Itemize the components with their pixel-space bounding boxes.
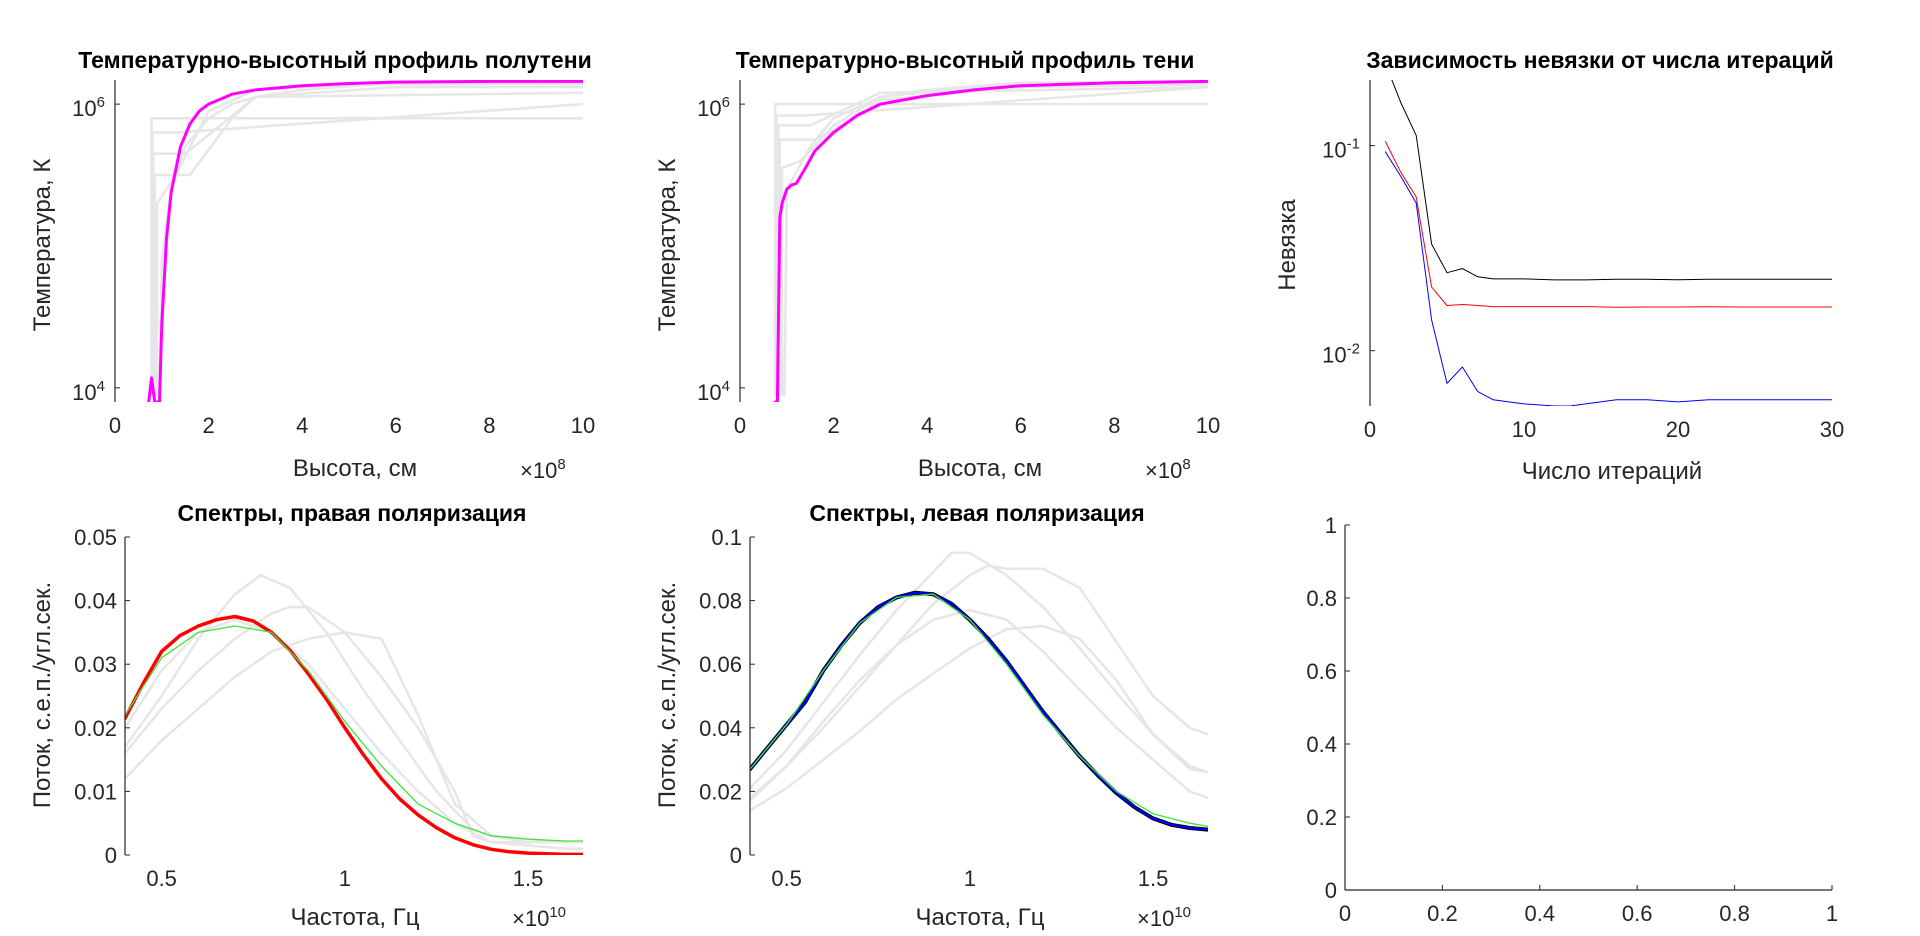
x-tick-label: 1 [1826, 901, 1838, 926]
y-axis-label: Температура, К [654, 159, 681, 332]
x-tick-label: 0.4 [1525, 901, 1556, 926]
series-line-5 [125, 614, 583, 855]
chart-title: Температурно-высотный профиль тени [736, 47, 1195, 73]
y-tick-label: 0.06 [699, 652, 742, 677]
y-tick-label: 0 [730, 843, 742, 868]
x-tick-label: 10 [1512, 417, 1536, 442]
x-exponent-label: ×1010 [512, 904, 566, 931]
x-tick-label: 4 [921, 413, 933, 438]
x-tick-label: 1 [964, 866, 976, 891]
panel-residual-vs-iterations: Зависимость невязки от числа итераций Чи… [1274, 47, 1834, 485]
x-tick-label: 1 [339, 866, 351, 891]
series-group [750, 551, 1208, 832]
series-line-6 [783, 80, 1208, 397]
y-tick-label: 0.6 [1306, 659, 1337, 684]
x-tick-label: 1.5 [1138, 866, 1169, 891]
x-tick-label: 0 [734, 413, 746, 438]
series-line-4 [125, 618, 583, 850]
x-tick-label: 8 [1108, 413, 1120, 438]
x-tick-label: 0.5 [771, 866, 802, 891]
x-tick-label: 10 [571, 413, 595, 438]
y-tick-label: 0.8 [1306, 586, 1337, 611]
chart-title: Спектры, левая поляризация [809, 500, 1144, 526]
series-line-4 [153, 85, 583, 397]
series-line-1 [1391, 80, 1832, 281]
x-tick-label: 0 [109, 413, 121, 438]
series-line-3 [125, 605, 583, 844]
series-group [773, 80, 1208, 402]
x-tick-label: 0 [1364, 417, 1376, 442]
y-tick-label: 0.02 [74, 716, 117, 741]
series-line-2 [125, 573, 583, 844]
chart-title: Зависимость невязки от числа итераций [1366, 47, 1834, 73]
x-tick-label: 2 [827, 413, 839, 438]
plot-area-6: 0 0.2 0.4 0.6 0.8 1 0 0.2 0.4 0.6 0.8 1 [1306, 513, 1838, 926]
y-tick-label: 0.05 [74, 525, 117, 550]
x-tick-label: 2 [202, 413, 214, 438]
panel-spectra-left-polarization: Спектры, левая поляризация Частота, Гц П… [654, 500, 1191, 931]
x-tick-label: 6 [390, 413, 402, 438]
series-line-6 [125, 625, 583, 842]
x-tick-label: 4 [296, 413, 308, 438]
y-tick-label: 0.02 [699, 779, 742, 804]
y-tick-label: 0.2 [1306, 805, 1337, 830]
y-axis-label: Невязка [1274, 199, 1301, 291]
y-tick-label: 0.1 [711, 525, 742, 550]
x-axis-label: Частота, Гц [290, 904, 419, 931]
series-line-7 [773, 80, 1208, 402]
y-tick-label: 0.03 [74, 652, 117, 677]
series-line-7 [147, 80, 583, 402]
series-line-2 [1384, 141, 1832, 308]
y-tick-label: 0 [1325, 878, 1337, 903]
series-line-3 [1384, 151, 1832, 406]
series-group [147, 80, 583, 402]
y-tick-label: 0.04 [699, 716, 742, 741]
series-line-2 [750, 551, 1208, 790]
y-axis-label: Поток, с.е.п./угл.сек. [29, 582, 56, 808]
x-tick-label: 8 [483, 413, 495, 438]
x-tick-label: 1.5 [513, 866, 544, 891]
x-tick-label: 30 [1820, 417, 1844, 442]
y-axis-label: Температура, К [29, 159, 56, 332]
y-axis-label: Поток, с.е.п./угл.сек. [654, 582, 681, 808]
series-group [125, 573, 583, 855]
plot-area-4: 0.5 1 1.5 0 0.01 0.02 0.03 0.04 0.05 [74, 525, 583, 891]
x-tick-label: 0.6 [1622, 901, 1653, 926]
y-tick-label: 1 [1325, 513, 1337, 538]
series-line-4 [750, 608, 1208, 803]
x-tick-label: 6 [1015, 413, 1027, 438]
x-axis-label: Число итераций [1522, 458, 1702, 485]
chart-title: Температурно-высотный профиль полутени [78, 47, 592, 73]
chart-title: Спектры, правая поляризация [178, 500, 527, 526]
plot-area-5: 0.5 1 1.5 0 0.02 0.04 0.06 0.08 0.1 [699, 525, 1208, 891]
y-tick-label: 0.01 [74, 779, 117, 804]
x-tick-label: 10 [1196, 413, 1220, 438]
x-tick-label: 0 [1339, 901, 1351, 926]
series-line-2 [775, 85, 1208, 397]
series-group [1384, 80, 1832, 406]
x-axis-label: Высота, см [293, 455, 417, 482]
series-line-7 [750, 593, 1208, 828]
series-line-1 [773, 102, 1208, 397]
x-exponent-label: ×1010 [1137, 904, 1191, 931]
y-tick-label: 0.4 [1306, 732, 1337, 757]
x-axis-label: Высота, см [918, 455, 1042, 482]
y-tick-label: 0.08 [699, 589, 742, 614]
y-tick-label: 0 [105, 843, 117, 868]
x-tick-label: 0.5 [146, 866, 177, 891]
y-tick-label: 0.04 [74, 589, 117, 614]
panel-spectra-right-polarization: Спектры, правая поляризация Частота, Гц … [29, 500, 566, 931]
x-tick-label: 20 [1666, 417, 1690, 442]
series-line-3 [152, 91, 583, 397]
x-tick-label: 0.2 [1427, 901, 1458, 926]
series-line-3 [750, 564, 1208, 800]
x-axis-label: Частота, Гц [915, 904, 1044, 931]
panel-umbra-profile: Температурно-высотный профиль тени Высот… [654, 47, 1194, 483]
panel-penumbra-profile: Температурно-высотный профиль полутени В… [29, 47, 592, 483]
x-tick-label: 0.8 [1719, 901, 1750, 926]
